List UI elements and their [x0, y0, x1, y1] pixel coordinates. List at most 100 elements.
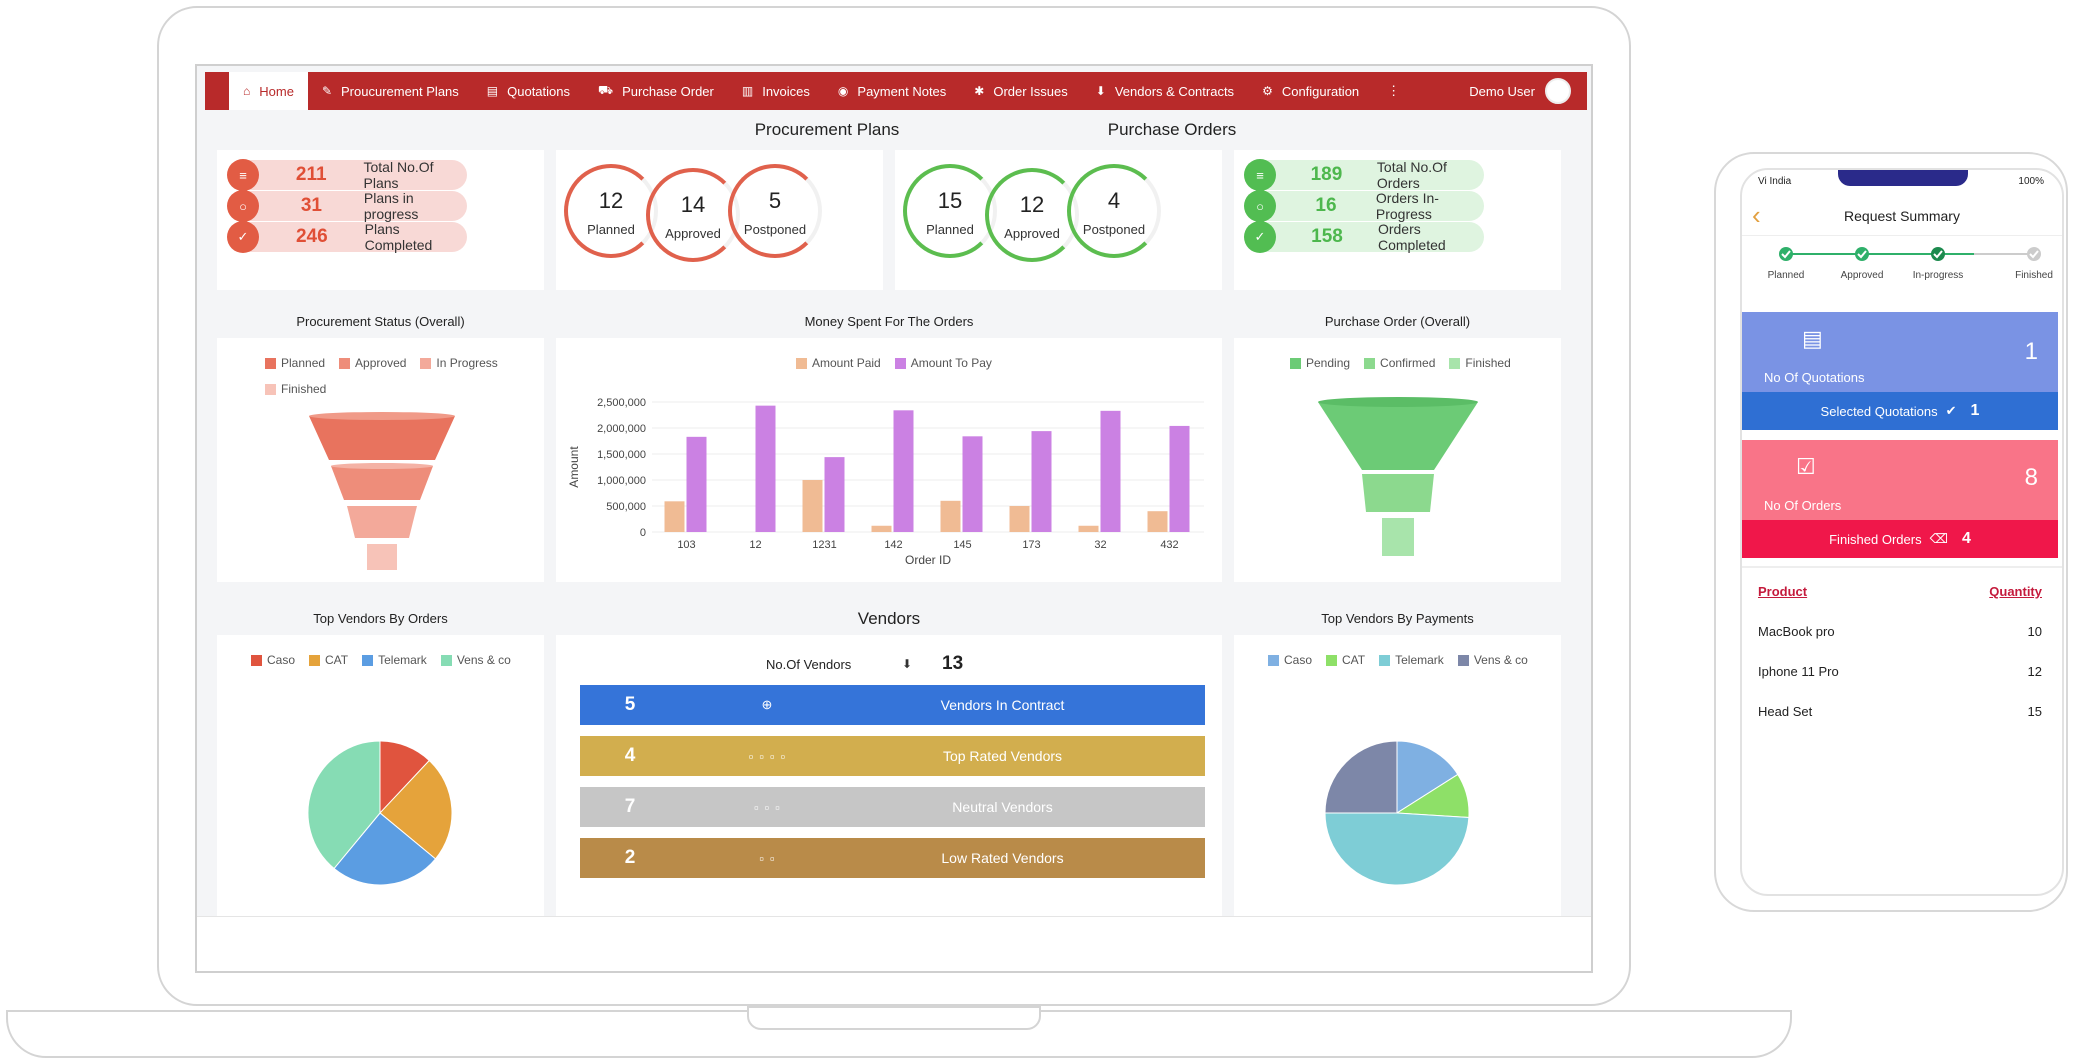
selected-quotations-bar[interactable]: Selected Quotations ✔ 1 — [1742, 392, 2058, 430]
orders-card[interactable]: ☑ No Of Orders 8 — [1742, 440, 2058, 520]
legend-label: CAT — [325, 653, 349, 667]
bar-amount-to-pay[interactable] — [893, 410, 914, 532]
bar-amount-to-pay[interactable] — [1031, 431, 1052, 532]
nav-purchase-order[interactable]: ⛟ Purchase Order — [584, 72, 728, 110]
legend-item[interactable]: Telemark — [1379, 653, 1444, 667]
vendor-bar-low-rated-vendors[interactable]: 2 ▫▫ Low Rated Vendors — [580, 838, 1205, 878]
pie-slice-vens-co[interactable] — [1324, 740, 1398, 814]
legend-item[interactable]: Vens & co — [1457, 653, 1528, 667]
finished-orders-label: Finished Orders — [1829, 531, 1922, 547]
legend-item[interactable]: Approved — [339, 356, 406, 370]
table-row[interactable]: Head Set 15 — [1758, 704, 2042, 719]
x-tick-label: 1231 — [812, 539, 836, 551]
y-tick-label: 2,000,000 — [597, 423, 646, 435]
pie-slice-caso[interactable] — [1396, 740, 1459, 814]
nav-home[interactable]: ⌂ Home — [229, 72, 308, 110]
user-menu[interactable]: Demo User — [1469, 72, 1571, 110]
legend-item[interactable]: Amount To Pay — [894, 356, 992, 370]
bar-amount-paid[interactable] — [871, 525, 892, 532]
quotations-label: No Of Quotations — [1764, 370, 1865, 385]
purchase-orders-title: Purchase Orders — [1107, 120, 1237, 139]
bar-amount-to-pay[interactable] — [1100, 410, 1121, 532]
vendor-bar-top-rated-vendors[interactable]: 4 ▫▫▫▫ Top Rated Vendors — [580, 736, 1205, 776]
top-navbar: ⌂ Home ✎ Proucurement Plans ▤ Quotations ⛟ Purc… — [205, 72, 1587, 110]
x-tick-label: 103 — [677, 539, 695, 551]
bar-amount-paid[interactable] — [1078, 525, 1099, 532]
more-menu-icon[interactable]: ⋮ — [1387, 83, 1401, 98]
legend-swatch — [1379, 654, 1391, 666]
vendor-count: No.Of Vendors ⬇ 13 — [766, 653, 963, 675]
vendors-orders-legend: Caso CAT Telemark Vens & co — [251, 653, 541, 679]
bar-amount-paid[interactable] — [1009, 506, 1030, 532]
nav-configuration[interactable]: ⚙ Configuration — [1248, 72, 1373, 110]
nav-proucurement-plans[interactable]: ✎ Proucurement Plans — [308, 72, 473, 110]
stat-value: 189 — [1310, 164, 1343, 185]
bar-amount-paid[interactable] — [940, 500, 961, 532]
legend-item[interactable]: CAT — [309, 653, 348, 667]
legend-label: CAT — [1342, 653, 1366, 667]
vendor-bar-neutral-vendors[interactable]: 7 ▫▫▫ Neutral Vendors — [580, 787, 1205, 827]
stat-label: Total No.Of Orders — [1376, 159, 1447, 191]
product-header[interactable]: Product — [1758, 584, 1808, 599]
bar-amount-to-pay[interactable] — [1169, 425, 1190, 532]
bar-amount-paid[interactable] — [802, 480, 823, 532]
legend-swatch — [339, 357, 351, 369]
legend-item[interactable]: Amount Paid — [796, 356, 881, 370]
legend-item[interactable]: In Progress — [420, 356, 498, 370]
progress-stepper — [1779, 247, 2041, 261]
legend-item[interactable]: Confirmed — [1364, 356, 1435, 370]
nav-invoices[interactable]: ▥ Invoices — [728, 72, 824, 110]
product-quantity: 15 — [2027, 704, 2042, 719]
legend-item[interactable]: Planned — [265, 356, 325, 370]
y-axis-label: Amount — [567, 446, 581, 488]
orders-label: No Of Orders — [1764, 498, 1842, 513]
quantity-header[interactable]: Quantity — [1989, 584, 2042, 599]
legend-swatch — [1364, 357, 1376, 369]
quotations-card[interactable]: ▤ No Of Quotations 1 — [1742, 312, 2058, 392]
finished-orders-bar[interactable]: Finished Orders ⌫ 4 — [1742, 520, 2058, 558]
avatar[interactable] — [1545, 78, 1571, 104]
stat-label: Plans in progress — [363, 190, 419, 222]
legend-item[interactable]: Vens & co — [440, 653, 511, 667]
step-label: In-progress — [1912, 270, 1964, 281]
pie-slice-cat[interactable] — [379, 759, 453, 860]
bar-amount-to-pay[interactable] — [686, 436, 707, 532]
step-label: Approved — [1840, 270, 1884, 281]
legend-item[interactable]: Telemark — [362, 653, 427, 667]
legend-item[interactable]: Finished — [1449, 356, 1511, 370]
x-tick-label: 32 — [1094, 539, 1106, 551]
product-name: Head Set — [1758, 704, 1813, 719]
stat-icon: ○ — [227, 190, 259, 222]
bar-amount-paid[interactable] — [1147, 511, 1168, 532]
nav-order-issues[interactable]: ✱ Order Issues — [960, 72, 1081, 110]
battery-label: 100% — [2018, 176, 2044, 187]
nav-payment-notes[interactable]: ◉ Payment Notes — [824, 72, 960, 110]
bar-amount-to-pay[interactable] — [755, 405, 776, 532]
pie-slice-vens-co[interactable] — [307, 740, 381, 870]
table-row[interactable]: Iphone 11 Pro 12 — [1758, 664, 2042, 679]
pie-slice-telemark[interactable] — [1324, 812, 1470, 886]
circle-value: 4 — [1107, 188, 1121, 213]
back-icon[interactable]: ‹ — [1752, 200, 1761, 230]
nav-icon: ⛟ — [598, 83, 614, 97]
legend-item[interactable]: Caso — [251, 653, 295, 667]
vendor-bar-icon: ⊕ — [761, 697, 779, 712]
pie-slice-telemark[interactable] — [333, 812, 437, 886]
legend-item[interactable]: CAT — [1326, 653, 1365, 667]
bar-amount-to-pay[interactable] — [824, 457, 845, 532]
top-vendors-orders-title: Top Vendors By Orders — [313, 611, 448, 626]
legend-item[interactable]: Finished — [265, 382, 326, 396]
nav-vendors-contracts[interactable]: ⬇ Vendors & Contracts — [1082, 72, 1248, 110]
table-row[interactable]: MacBook pro 10 — [1758, 624, 2042, 639]
bar-amount-to-pay[interactable] — [962, 436, 983, 532]
legend-item[interactable]: Pending — [1290, 356, 1350, 370]
vendor-count-value: 13 — [942, 653, 964, 674]
vendor-bar-vendors-in-contract[interactable]: 5 ⊕ Vendors In Contract — [580, 685, 1205, 725]
procurement-funnel — [309, 412, 455, 570]
funnel-finished — [367, 544, 397, 570]
bar-amount-paid[interactable] — [664, 501, 685, 532]
legend-item[interactable]: Caso — [1268, 653, 1312, 667]
nav-quotations[interactable]: ▤ Quotations — [473, 72, 584, 110]
procurement-status-title: Procurement Status (Overall) — [296, 314, 465, 329]
plan-stats-card: ≡ 211 Total No.Of Plans ○ 31 Plans in progres… — [217, 150, 544, 290]
